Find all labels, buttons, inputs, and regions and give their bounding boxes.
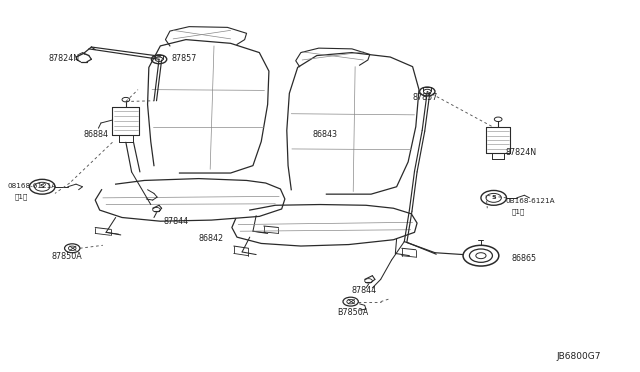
Text: 86884: 86884 <box>84 129 109 139</box>
Text: JB6800G7: JB6800G7 <box>556 352 601 361</box>
Text: 87844: 87844 <box>352 286 377 295</box>
Text: 0B168-6121A: 0B168-6121A <box>505 198 555 204</box>
Text: 08168-6121A: 08168-6121A <box>7 183 56 189</box>
Text: S: S <box>40 184 45 189</box>
Text: B7850A: B7850A <box>337 308 369 317</box>
Text: （1）: （1） <box>511 208 525 215</box>
Text: 86843: 86843 <box>312 129 337 139</box>
Text: 87824N: 87824N <box>49 54 80 62</box>
Text: 87824N: 87824N <box>505 148 536 157</box>
Text: 87844: 87844 <box>164 217 189 226</box>
Text: 87850A: 87850A <box>52 252 83 261</box>
Text: 86842: 86842 <box>198 234 224 243</box>
Text: （1）: （1） <box>15 193 28 200</box>
Text: 87857: 87857 <box>413 93 438 102</box>
Text: 86865: 86865 <box>511 254 537 263</box>
Text: 87857: 87857 <box>172 54 197 62</box>
Text: S: S <box>492 195 496 201</box>
